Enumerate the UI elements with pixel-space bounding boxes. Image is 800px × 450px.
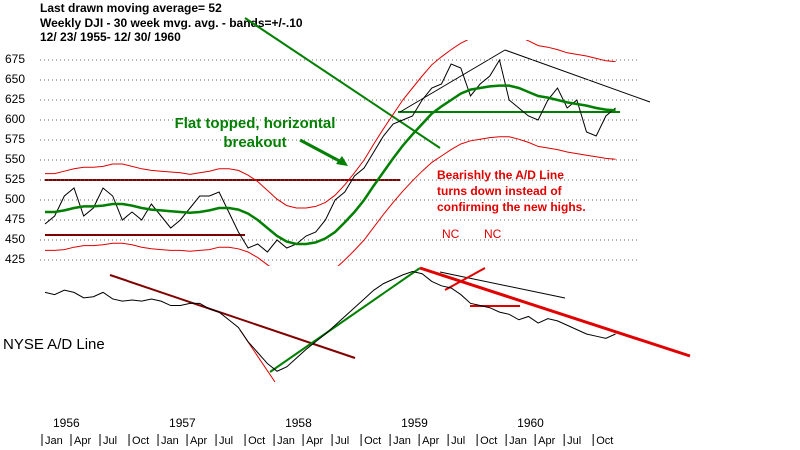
- month-label: Jan: [393, 435, 411, 447]
- month-label: Oct: [248, 435, 265, 447]
- month-label: Apr: [190, 435, 207, 447]
- year-label: 1956: [53, 416, 80, 430]
- annotation: NC: [442, 227, 460, 241]
- month-label: Oct: [480, 435, 497, 447]
- month-label: Jan: [45, 435, 63, 447]
- y-tick-label: 425: [5, 252, 25, 266]
- year-label: 1957: [169, 416, 196, 430]
- y-tick-label: 600: [5, 112, 25, 126]
- series-line: [45, 84, 616, 246]
- y-tick-label: 525: [5, 172, 25, 186]
- price-panel: [44, 40, 616, 266]
- annotation: Flat topped, horizontal: [175, 115, 336, 132]
- month-label: Jul: [335, 435, 349, 447]
- month-label: Jul: [567, 435, 581, 447]
- trendlines: [45, 17, 691, 383]
- y-tick-label: 500: [5, 192, 25, 206]
- y-tick-label: 550: [5, 152, 25, 166]
- annotation: NC: [484, 227, 502, 241]
- chart-subtitle: Weekly DJI - 30 week mvg. avg. - bands=+…: [40, 16, 303, 30]
- month-label: Apr: [74, 435, 91, 447]
- month-label: Jan: [277, 435, 295, 447]
- annotation: confirming the new highs.: [437, 200, 586, 214]
- month-label: Jul: [451, 435, 465, 447]
- year-label: 1959: [401, 416, 428, 430]
- annotation: breakout: [223, 134, 286, 151]
- series-line: [44, 58, 616, 253]
- month-label: Oct: [364, 435, 381, 447]
- month-label: Jan: [509, 435, 527, 447]
- series-line: [45, 136, 616, 266]
- year-label: 1960: [517, 416, 544, 430]
- y-tick-label: 475: [5, 212, 25, 226]
- date-range: 12/ 23/ 1955- 12/ 30/ 1960: [40, 30, 181, 44]
- month-label: Apr: [422, 435, 439, 447]
- y-tick-label: 625: [5, 92, 25, 106]
- panel-title: NYSE A/D Line: [3, 336, 105, 353]
- y-tick-label: 675: [5, 52, 25, 66]
- annotation: turns down instead of: [437, 184, 563, 198]
- y-tick-label: 650: [5, 72, 25, 86]
- month-label: Apr: [538, 435, 555, 447]
- month-label: Oct: [132, 435, 149, 447]
- month-label: Jan: [161, 435, 179, 447]
- chart-title: Last drawn moving average= 52: [40, 1, 222, 15]
- ad-line: [44, 271, 616, 372]
- y-tick-label: 450: [5, 232, 25, 246]
- series-line: [45, 40, 616, 209]
- month-label: Apr: [306, 435, 323, 447]
- month-label: Jul: [219, 435, 233, 447]
- month-label: Jul: [103, 435, 117, 447]
- year-label: 1958: [285, 416, 312, 430]
- y-tick-label: 575: [5, 132, 25, 146]
- month-label: Oct: [596, 435, 613, 447]
- annotation: Bearishly the A/D Line: [437, 168, 564, 182]
